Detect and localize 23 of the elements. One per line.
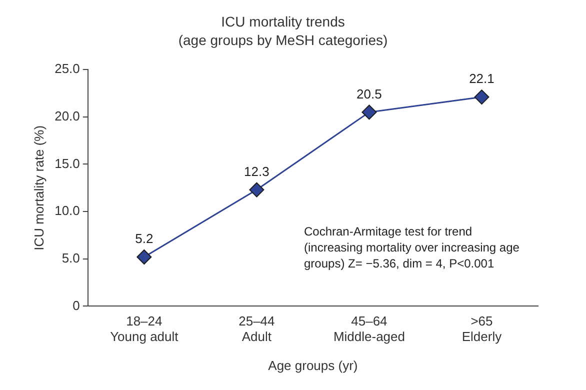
chart-title: ICU mortality trends [221, 13, 345, 30]
point [474, 90, 490, 105]
y-tick-label: 20.0 [54, 108, 80, 124]
y-tick-label: 0 [72, 298, 80, 313]
x-tick-label: 25–44 Adult [238, 314, 275, 344]
point [136, 249, 152, 264]
y-tick-label: 5.0 [62, 250, 80, 266]
data-label: 22.1 [469, 71, 494, 86]
chart-subtitle: (age groups by MeSH categories) [178, 32, 388, 48]
data-label: 20.5 [356, 86, 382, 102]
point [249, 182, 264, 198]
x-tick-label: 45–64 Middle-aged [333, 314, 405, 344]
data-label: 5.2 [135, 231, 154, 246]
x-tick-label: 18–24 Young adult [110, 314, 179, 344]
x-tick-label: >65 Elderly [462, 314, 502, 344]
y-tick-label: 10.0 [54, 203, 80, 218]
data-label: 12.3 [244, 164, 270, 179]
annotation: Cochran-Armitage test for trend (increasing mortality over increasing age groups) Z= −5.36, dim = 4, P<0.001 [304, 224, 520, 271]
x-axis-title: Age groups (yr) [268, 358, 358, 373]
y-tick-label: 15.0 [54, 156, 80, 171]
y-axis-title: ICU mortality rate (%) [31, 125, 46, 250]
y-tick-label: 25.0 [54, 61, 80, 76]
point [362, 104, 377, 120]
